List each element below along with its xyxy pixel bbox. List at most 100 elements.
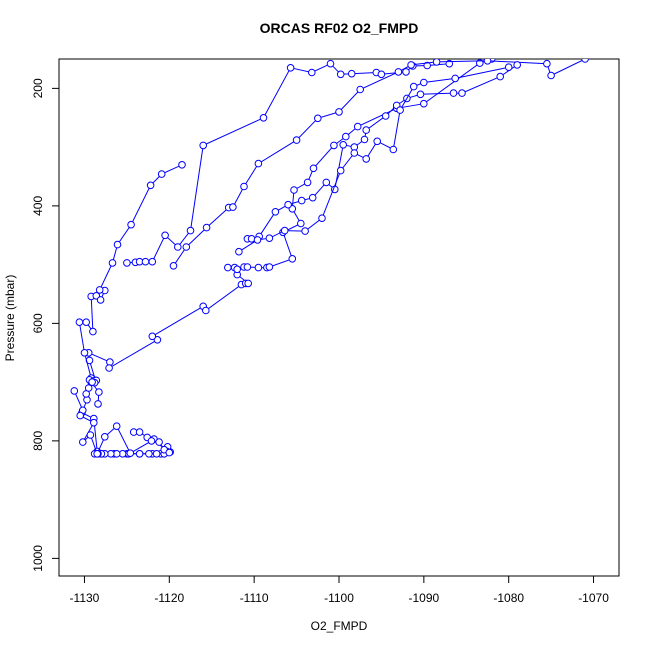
data-point (229, 203, 237, 211)
data-point (243, 263, 252, 271)
series-line (247, 64, 518, 240)
data-point (504, 63, 513, 71)
data-point (123, 259, 131, 267)
data-point (148, 332, 157, 341)
data-point (86, 431, 95, 439)
data-point (297, 196, 306, 205)
data-point (265, 234, 274, 242)
data-point (394, 68, 403, 76)
data-point (308, 68, 316, 77)
data-point (165, 448, 174, 457)
data-point (161, 231, 169, 240)
data-point (423, 61, 432, 70)
data-point (174, 243, 182, 251)
data-point (409, 82, 418, 91)
data-point (303, 178, 312, 187)
data-point (113, 240, 122, 249)
x-axis-label: O2_FMPD (311, 619, 368, 633)
data-point (292, 136, 301, 144)
data-point (377, 70, 386, 79)
data-point (155, 438, 163, 446)
data-point (356, 85, 365, 94)
data-point (309, 164, 318, 173)
data-point (94, 400, 102, 408)
data-point (233, 265, 241, 274)
data-point (396, 106, 404, 114)
data-point (314, 114, 322, 123)
data-point (335, 108, 343, 116)
data-point (108, 259, 117, 267)
data-point (75, 318, 84, 327)
data-point (381, 112, 390, 120)
data-point (318, 214, 326, 222)
data-point (186, 226, 195, 235)
data-point (353, 122, 362, 131)
x-tick-label: -1100 (324, 591, 354, 605)
data-point (336, 166, 345, 175)
data-point (254, 263, 263, 272)
data-point (360, 135, 369, 144)
data-point (432, 59, 441, 66)
x-tick-label: -1070 (578, 591, 609, 605)
data-point (95, 388, 103, 396)
data-point (253, 236, 262, 244)
data-point (271, 208, 280, 216)
data-point (112, 422, 121, 431)
data-point (88, 378, 96, 386)
data-point (80, 349, 89, 357)
y-axis: 200 400 600 800 1000 (31, 78, 60, 572)
data-point (449, 89, 458, 97)
data-point (199, 141, 207, 150)
data-point (96, 296, 105, 304)
chart-title: ORCAS RF02 O2_FMPD (260, 20, 419, 36)
plot-area-frame (58, 58, 620, 577)
data-point (90, 418, 98, 427)
data-point (147, 437, 156, 445)
data-point (145, 450, 153, 458)
data-point (581, 59, 589, 63)
y-tick-label: 400 (31, 196, 45, 216)
data-point (153, 336, 162, 344)
data-point (240, 182, 248, 191)
data-point (362, 155, 371, 163)
data-point (146, 181, 155, 190)
data-point (286, 64, 295, 72)
data-point (224, 263, 232, 272)
data-point (265, 263, 274, 271)
data-point (93, 450, 101, 458)
data-point (76, 411, 84, 420)
series-line (173, 59, 586, 267)
data-point (202, 223, 211, 232)
data-point (308, 193, 317, 202)
data-point (407, 61, 415, 69)
data-point (342, 132, 350, 141)
data-point (244, 279, 252, 288)
data-point (152, 450, 161, 458)
series-line (81, 59, 492, 455)
data-point (135, 428, 144, 436)
x-tick-label: -1130 (70, 591, 100, 605)
data-point (259, 114, 268, 122)
data-point (451, 74, 460, 83)
data-point (235, 247, 243, 256)
data-point (322, 178, 331, 187)
data-point (362, 126, 371, 134)
y-tick-label: 600 (31, 313, 45, 333)
data-point (483, 59, 492, 65)
data-point (105, 364, 113, 372)
data-point (169, 262, 178, 270)
data-point (402, 68, 410, 76)
data-point (373, 137, 382, 146)
data-point (178, 161, 186, 169)
data-point (79, 438, 87, 446)
data-point (326, 59, 335, 68)
data-point (420, 78, 428, 87)
data-point (95, 286, 104, 294)
data-point (141, 257, 150, 266)
data-point (420, 99, 428, 108)
data-point (182, 243, 191, 251)
data-point (284, 200, 292, 209)
data-point (513, 61, 522, 69)
x-tick-label: -1110 (240, 591, 269, 605)
